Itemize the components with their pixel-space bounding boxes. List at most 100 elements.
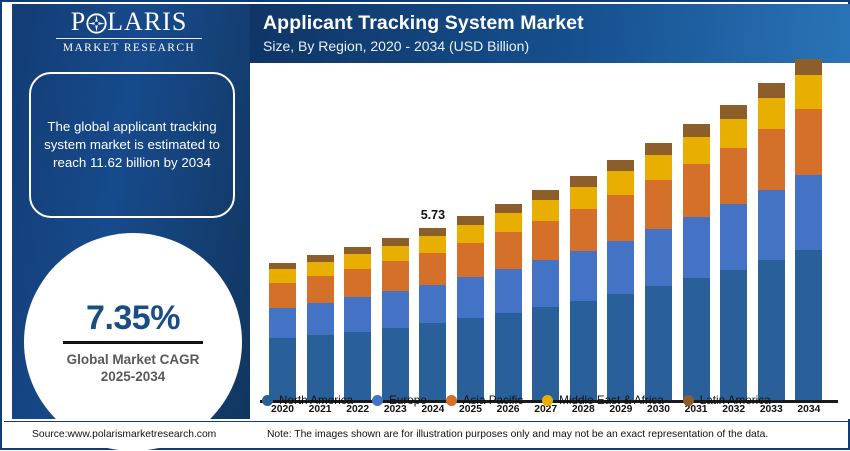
bar-segment-middle-east-africa [494,213,522,233]
bar-segment-asia-pacific [757,128,785,191]
legend-item-north-america[interactable]: North America [262,394,353,407]
bar-2021[interactable] [306,255,334,400]
page-title: Applicant Tracking System Market [263,12,584,34]
bar-segment-latin-america [494,204,522,214]
bar-segment-europe [532,260,560,307]
bar-2031[interactable] [682,124,710,400]
legend-item-asia-pacific[interactable]: Asia Pacific [445,394,523,407]
bar-segment-middle-east-africa [457,224,484,243]
bar-segment-latin-america [344,246,372,255]
x-tick-2028: 2028 [571,404,595,415]
x-tick-2034: 2034 [797,404,821,415]
bar-segment-north-america [757,260,785,400]
legend-swatch-europe [372,394,384,406]
bar-segment-north-america [494,312,522,400]
bar-segment-latin-america [645,142,672,156]
bar-2022[interactable] [344,246,372,400]
bar-2023[interactable] [381,238,409,400]
stacked-bars-container: 5.73 [258,59,842,400]
legend-swatch-latin-america [682,394,694,406]
bar-value-label-2024: 5.73 [420,207,446,222]
bar-segment-middle-east-africa [381,245,409,262]
bar-segment-middle-east-africa [344,254,372,270]
x-tick-2024: 2024 [421,404,445,415]
bar-segment-latin-america [457,216,484,225]
market-estimate-text: The global applicant tracking system mar… [44,119,220,170]
bar-2027[interactable] [532,190,560,400]
bar-segment-middle-east-africa [757,97,785,129]
bar-2034[interactable] [795,59,823,400]
bar-segment-north-america [344,331,372,400]
bar-segment-middle-east-africa [569,186,597,209]
note-text: Note: The images shown are for illustrat… [267,429,769,440]
x-tick-2031: 2031 [684,404,708,415]
source-text: Source:www.polarismarketresearch.com [32,429,217,440]
bar-segment-middle-east-africa [607,171,635,195]
x-tick-2026: 2026 [496,404,520,415]
bar-segment-north-america [607,293,635,400]
legend-label-latin-america: Latin America [699,393,771,407]
bar-segment-north-america [645,286,672,400]
bar-segment-middle-east-africa [419,235,447,253]
legend-swatch-north-america [262,394,273,406]
bar-segment-europe [682,217,710,279]
legend-item-latin-america[interactable]: Latin America [682,393,771,407]
cagr-divider [63,341,203,344]
x-tick-2030: 2030 [647,404,670,415]
x-tick-2020: 2020 [271,404,294,415]
bar-2024[interactable] [419,227,447,400]
cagr-value: 7.35% [86,299,180,337]
bar-segment-asia-pacific [344,269,372,298]
bar-segment-north-america [419,323,447,400]
cagr-badge: 7.35% Global Market CAGR 2025-2034 [24,233,242,451]
bar-segment-europe [607,240,635,294]
x-tick-2027: 2027 [534,404,558,415]
bar-2020[interactable] [269,262,296,400]
x-tick-2032: 2032 [722,404,746,415]
legend-swatch-middle-east-africa [542,394,554,406]
bar-segment-europe [757,190,785,261]
bar-2033[interactable] [757,82,785,400]
bar-2025[interactable] [457,216,484,400]
bar-segment-north-america [720,269,748,400]
bar-segment-asia-pacific [720,147,748,205]
bar-segment-middle-east-africa [645,155,672,181]
x-tick-2022: 2022 [346,404,370,415]
bar-segment-north-america [457,318,484,400]
bar-segment-latin-america [757,82,785,98]
bar-segment-asia-pacific [569,208,597,251]
bar-segment-north-america [532,306,560,400]
legend-item-middle-east-africa[interactable]: Middle East & Africa [542,394,664,407]
x-tick-2029: 2029 [609,404,633,415]
logo-wordmark: P LARIS [54,8,204,36]
page-subtitle: Size, By Region, 2020 - 2034 (USD Billio… [263,38,530,54]
bar-segment-asia-pacific [682,164,710,218]
cagr-label: Global Market CAGR [66,352,200,367]
bar-segment-asia-pacific [381,261,409,292]
x-tick-2023: 2023 [383,404,407,415]
bar-segment-north-america [381,327,409,400]
logo-divider [56,38,202,39]
bar-2032[interactable] [720,104,748,400]
bar-2028[interactable] [569,176,597,400]
bar-2026[interactable] [494,204,522,400]
bar-segment-latin-america [795,59,823,76]
logo-word-post: LARIS [107,7,188,36]
bar-segment-europe [795,175,823,251]
bar-segment-latin-america [306,255,334,262]
legend-label-europe: Europe [389,393,427,407]
bar-segment-north-america [795,250,823,400]
footer-divider [4,421,850,422]
bar-segment-europe [569,250,597,301]
bar-segment-latin-america [419,227,447,236]
legend-label-north-america: North America [279,393,354,407]
legend-item-europe[interactable]: Europe [372,394,427,407]
bar-segment-latin-america [720,104,748,119]
bar-segment-north-america [269,338,296,400]
bar-2030[interactable] [645,142,672,400]
x-tick-2025: 2025 [459,404,482,415]
bar-segment-europe [494,269,522,313]
bar-segment-asia-pacific [645,180,672,230]
bar-2029[interactable] [607,160,635,400]
bar-segment-north-america [682,278,710,400]
